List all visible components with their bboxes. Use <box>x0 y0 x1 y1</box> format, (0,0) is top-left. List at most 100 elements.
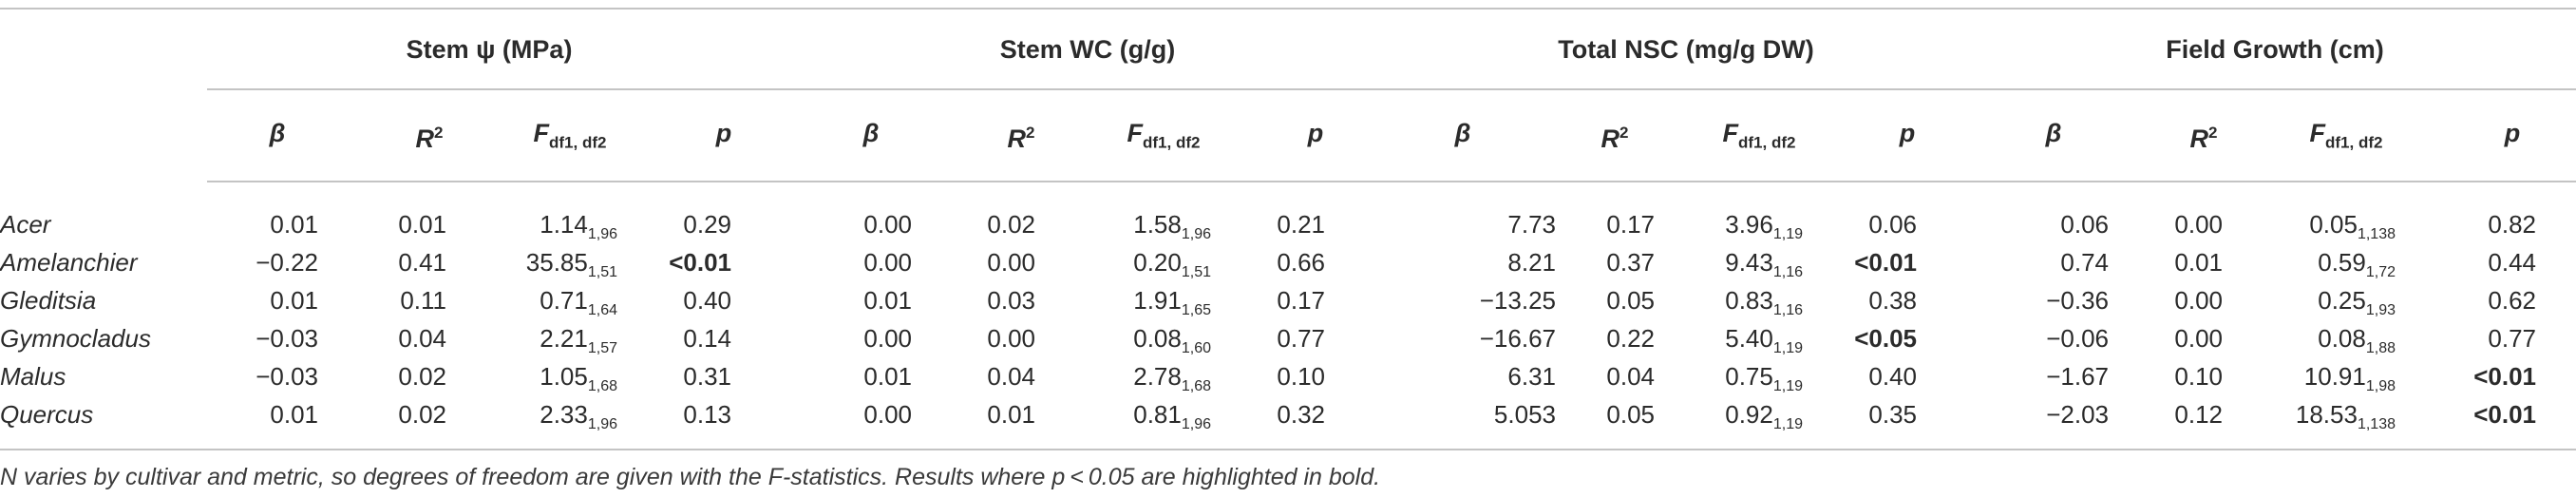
table-cell: 0.82 <box>2488 210 2536 239</box>
table-cell: 0.811,96 <box>1133 400 1211 433</box>
table-cell: 2.781,68 <box>1133 362 1211 395</box>
table-cell: 3.961,19 <box>1725 210 1803 243</box>
column-header-r2: R2 <box>1601 124 1629 153</box>
table-cell: 0.74 <box>2060 248 2109 277</box>
table-row: Malus −0.03 0.02 1.051,68 0.31 0.01 0.04 2.781,… <box>0 357 2576 395</box>
table-cell: 0.77 <box>1277 324 1325 353</box>
table-cell: 0.081,60 <box>1133 324 1211 357</box>
table-cell: 0.02 <box>398 362 446 391</box>
table-cell: −0.03 <box>256 324 318 353</box>
table-cell: 0.01 <box>2174 248 2223 277</box>
column-header-f: Fdf1, df2 <box>1722 119 1796 152</box>
table-cell: 0.00 <box>863 248 912 277</box>
table-cell: 0.38 <box>1868 286 1917 315</box>
table-cell: <0.01 <box>2473 400 2536 429</box>
cultivar-name: Quercus <box>0 400 94 429</box>
table-cell: 0.04 <box>987 362 1035 391</box>
column-header-beta: β <box>269 119 286 147</box>
table-cell: 0.04 <box>398 324 446 353</box>
table-cell: 0.01 <box>270 286 318 315</box>
table-cell: 0.11 <box>400 286 446 315</box>
table-cell: 2.331,96 <box>540 400 617 433</box>
table-cell: 0.00 <box>2174 324 2223 353</box>
column-header-beta: β <box>2045 119 2062 147</box>
table-cell: 0.41 <box>398 248 446 277</box>
table-cell: 0.10 <box>1277 362 1325 391</box>
table-row: Amelanchier −0.22 0.41 35.851,51 <0.01 0.00 0.… <box>0 243 2576 281</box>
table-cell: 0.201,51 <box>1133 248 1211 281</box>
table-row: Gleditsia 0.01 0.11 0.711,64 0.40 0.01 0.03 1.9… <box>0 281 2576 319</box>
table-cell: 0.06 <box>1868 210 1917 239</box>
table-cell: 0.02 <box>398 400 446 429</box>
table-cell: 0.22 <box>1606 324 1655 353</box>
table-cell: 1.051,68 <box>540 362 617 395</box>
table-cell: 0.31 <box>683 362 731 391</box>
table-cell: 0.081,88 <box>2318 324 2396 357</box>
table-cell: 0.05 <box>1606 286 1655 315</box>
column-header-p: p <box>1307 119 1324 147</box>
table-cell: 0.40 <box>683 286 731 315</box>
table-cell: 0.05 <box>1606 400 1655 429</box>
table-cell: 0.17 <box>1606 210 1655 239</box>
table-row: Quercus 0.01 0.02 2.331,96 0.13 0.00 0.01 0.811… <box>0 395 2576 433</box>
group-header-total-nsc: Total NSC (mg/g DW) <box>1558 35 1814 64</box>
table-cell: 9.431,16 <box>1725 248 1803 281</box>
table-cell: 0.62 <box>2488 286 2536 315</box>
table-cell: 0.12 <box>2174 400 2223 429</box>
cultivar-name: Gymnocladus <box>0 324 151 353</box>
table-cell: 0.66 <box>1277 248 1325 277</box>
table-cell: <0.01 <box>2473 362 2536 391</box>
table-cell: 5.053 <box>1493 400 1556 429</box>
table-cell: 0.591,72 <box>2318 248 2396 281</box>
table-cell: 0.29 <box>683 210 731 239</box>
cultivar-name: Amelanchier <box>0 248 138 277</box>
cultivar-name: Gleditsia <box>0 286 97 315</box>
table-cell: −0.03 <box>256 362 318 391</box>
table-footnote: N varies by cultivar and metric, so degr… <box>0 464 1381 490</box>
table-cell: 0.01 <box>863 362 912 391</box>
group-header-field-growth: Field Growth (cm) <box>2166 35 2384 64</box>
table-cell: −1.67 <box>2046 362 2109 391</box>
table-cell: 0.921,19 <box>1725 400 1803 433</box>
table-cell: 8.21 <box>1507 248 1556 277</box>
group-header-rule <box>207 88 2576 90</box>
group-header-stem-wc: Stem WC (g/g) <box>999 35 1176 64</box>
table-cell: 0.711,64 <box>540 286 617 319</box>
table-cell: 5.401,19 <box>1725 324 1803 357</box>
table-cell: 0.10 <box>2174 362 2223 391</box>
column-header-r2: R2 <box>2189 124 2218 153</box>
table-cell: 0.06 <box>2060 210 2109 239</box>
table-cell: 10.911,98 <box>2303 362 2396 395</box>
table-cell: <0.01 <box>1854 248 1917 277</box>
table-cell: 0.01 <box>398 210 446 239</box>
cultivar-name: Malus <box>0 362 66 391</box>
table-cell: 0.03 <box>987 286 1035 315</box>
column-header-f: Fdf1, df2 <box>533 119 607 152</box>
table-cell: 0.04 <box>1606 362 1655 391</box>
table-cell: 35.851,51 <box>525 248 617 281</box>
table-cell: 0.14 <box>683 324 731 353</box>
table-cell: 1.581,96 <box>1133 210 1211 243</box>
table-cell: 0.37 <box>1606 248 1655 277</box>
table-cell: 0.32 <box>1277 400 1325 429</box>
column-header-r2: R2 <box>415 124 444 153</box>
table-cell: 0.77 <box>2488 324 2536 353</box>
table-cell: 0.00 <box>863 210 912 239</box>
table-cell: 0.00 <box>2174 210 2223 239</box>
table-cell: 0.01 <box>863 286 912 315</box>
table-cell: 0.02 <box>987 210 1035 239</box>
column-header-p: p <box>2504 119 2521 147</box>
table-cell: 0.831,16 <box>1725 286 1803 319</box>
table-cell: 18.531,138 <box>2295 400 2396 433</box>
column-header-f: Fdf1, df2 <box>2309 119 2383 152</box>
table-bottom-rule <box>0 449 2576 450</box>
table-cell: 0.01 <box>270 210 318 239</box>
table-cell: <0.01 <box>669 248 731 277</box>
table-cell: 0.13 <box>683 400 731 429</box>
table-cell: 0.35 <box>1868 400 1917 429</box>
table-cell: 1.911,65 <box>1133 286 1211 319</box>
column-header-rule <box>207 181 2576 182</box>
table-cell: 0.21 <box>1277 210 1325 239</box>
table-cell: 0.00 <box>863 324 912 353</box>
table-cell: 0.00 <box>2174 286 2223 315</box>
